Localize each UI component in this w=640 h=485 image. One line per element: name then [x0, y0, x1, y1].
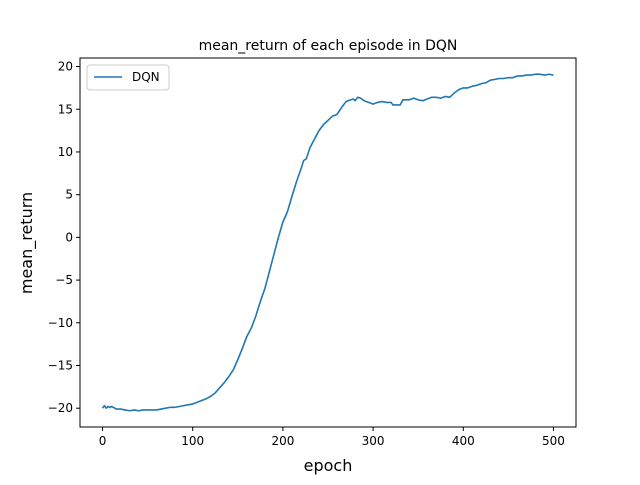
- x-tick-label: 500: [542, 434, 565, 448]
- chart-title: mean_return of each episode in DQN: [199, 38, 458, 54]
- x-axis-label: epoch: [304, 456, 353, 475]
- y-tick-label: −10: [48, 316, 73, 330]
- y-tick-label: −15: [48, 359, 73, 373]
- x-tick-label: 100: [181, 434, 204, 448]
- y-tick-label: 0: [65, 230, 73, 244]
- y-tick-label: 10: [58, 145, 73, 159]
- series-layer: [101, 73, 554, 412]
- legend: DQN: [86, 64, 170, 91]
- y-tick-label: 15: [58, 102, 73, 116]
- legend-box: [86, 64, 170, 91]
- series-line-dqn: [101, 73, 554, 412]
- x-tick-label: 200: [271, 434, 294, 448]
- y-axis: −20 −15 −10 −5 0 5 10 15 20: [48, 60, 80, 415]
- y-axis-label: mean_return: [17, 192, 37, 294]
- plot-area-frame: [79, 57, 577, 428]
- x-tick-label: 400: [452, 434, 475, 448]
- x-tick-label: 0: [99, 434, 107, 448]
- y-tick-label: 5: [65, 188, 73, 202]
- x-tick-label: 300: [362, 434, 385, 448]
- y-tick-label: 20: [58, 60, 73, 74]
- y-tick-label: −20: [48, 401, 73, 415]
- x-axis: 0 100 200 300 400 500: [99, 427, 565, 448]
- y-tick-label: −5: [55, 273, 73, 287]
- legend-label-dqn: DQN: [132, 70, 160, 84]
